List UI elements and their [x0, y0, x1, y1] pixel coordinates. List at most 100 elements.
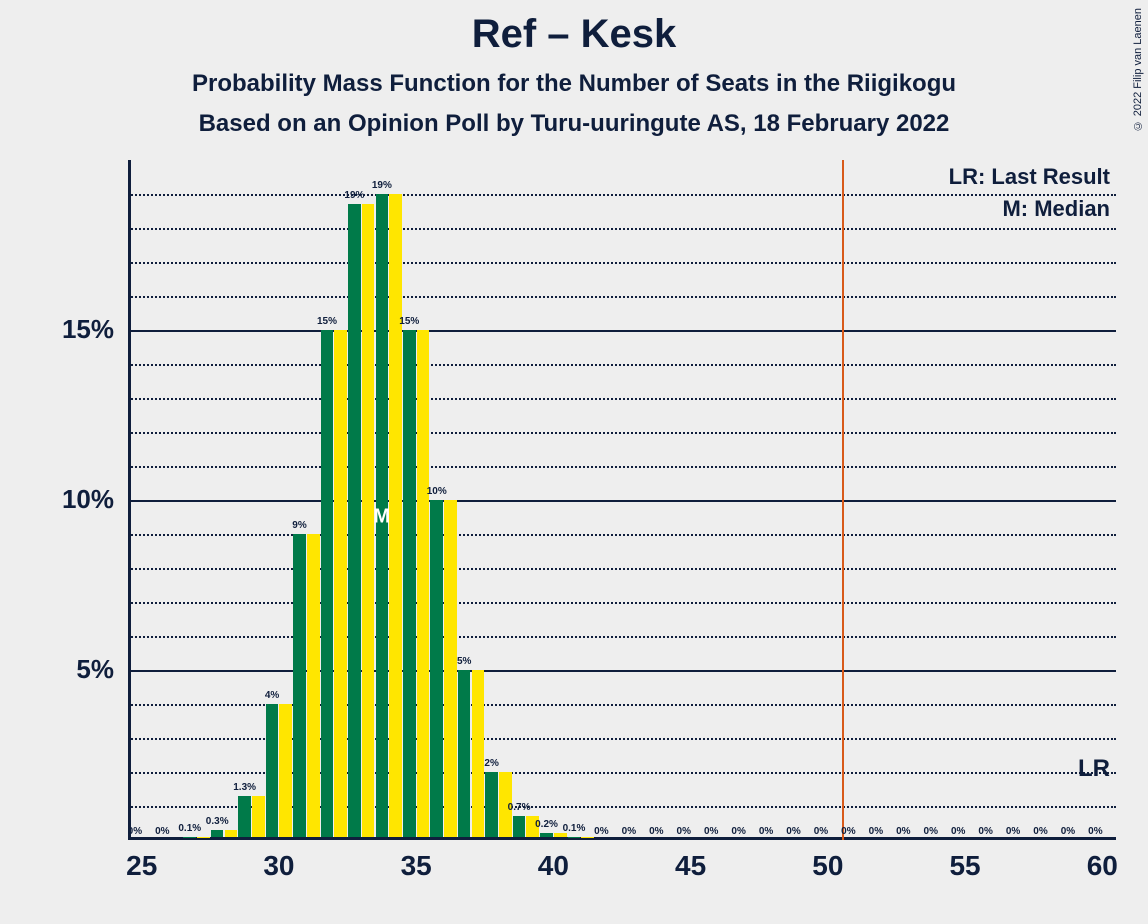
x-tick-label: 55: [949, 850, 980, 882]
bar-series-a: [458, 670, 471, 837]
grid-minor: [128, 636, 1116, 638]
bar-series-b: [334, 330, 347, 837]
chart-subtitle-1: Probability Mass Function for the Number…: [0, 70, 1148, 98]
bar-value-label: 10%: [427, 486, 447, 497]
bar-series-b: [307, 534, 320, 837]
bar-value-label: 0%: [951, 826, 965, 837]
bar-value-label: 0%: [869, 826, 883, 837]
bar-series-a: [266, 704, 279, 837]
grid-minor: [128, 466, 1116, 468]
grid-minor: [128, 296, 1116, 298]
bar-series-b: [389, 194, 402, 837]
bar-series-a: [321, 330, 334, 837]
bar-value-label: 15%: [399, 316, 419, 327]
bar-series-b: [444, 500, 457, 837]
bar-value-label: 0.2%: [535, 819, 558, 830]
bar-value-label: 4%: [265, 690, 279, 701]
grid-minor: [128, 432, 1116, 434]
grid-minor: [128, 194, 1116, 196]
bar-series-b: [362, 204, 375, 837]
bar-value-label: 19%: [372, 180, 392, 191]
grid-major: [128, 330, 1116, 332]
bar-series-a: [430, 500, 443, 837]
bar-value-label: 0%: [649, 826, 663, 837]
bar-series-a: [348, 204, 361, 837]
bar-value-label: 0%: [978, 826, 992, 837]
bar-value-label: 0.7%: [508, 802, 531, 813]
y-tick-label: 10%: [0, 484, 114, 515]
grid-minor: [128, 364, 1116, 366]
bar-series-b: [417, 330, 430, 837]
bar-series-b: [252, 796, 265, 837]
x-tick-label: 50: [812, 850, 843, 882]
bar-value-label: 0%: [896, 826, 910, 837]
bar-value-label: 9%: [292, 520, 306, 531]
overlay-layer: LR: Last Result M: Median LR M: [128, 160, 1116, 840]
bar-series-a: [485, 772, 498, 837]
x-tick-label: 25: [126, 850, 157, 882]
bar-series-a: [403, 330, 416, 837]
bar-value-label: 0%: [841, 826, 855, 837]
bar-value-label: 0%: [814, 826, 828, 837]
legend-lr: LR: Last Result: [949, 164, 1110, 190]
bar-value-label: 0.3%: [206, 816, 229, 827]
bar-value-label: 0%: [128, 826, 142, 837]
plot-area: 5%10%15%2530354045505560 LR: Last Result…: [128, 160, 1116, 840]
bar-value-label: 0%: [704, 826, 718, 837]
page-root: © 2022 Filip van Laenen Ref – Kesk Proba…: [0, 0, 1148, 924]
grid-minor: [128, 704, 1116, 706]
grid-minor: [128, 772, 1116, 774]
bar-series-b: [554, 833, 567, 837]
bar-series-a: [376, 194, 389, 837]
bar-series-a: [211, 830, 224, 837]
bar-value-label: 0.1%: [563, 823, 586, 834]
grid-minor: [128, 534, 1116, 536]
bar-value-label: 15%: [317, 316, 337, 327]
grid-minor: [128, 398, 1116, 400]
bar-value-label: 0%: [1088, 826, 1102, 837]
lr-label: LR: [1078, 755, 1110, 783]
axis-layer: 5%10%15%2530354045505560: [128, 160, 1116, 840]
bar-value-label: 0%: [622, 826, 636, 837]
bar-series-a: [293, 534, 306, 837]
x-axis: [128, 837, 1116, 840]
legend-m: M: Median: [1002, 196, 1110, 222]
bar-value-label: 0%: [594, 826, 608, 837]
grid-major: [128, 500, 1116, 502]
bar-value-label: 0.1%: [178, 823, 201, 834]
bar-value-label: 19%: [344, 190, 364, 201]
y-axis: [128, 160, 131, 840]
bar-value-label: 0%: [677, 826, 691, 837]
bar-value-label: 1.3%: [233, 782, 256, 793]
x-tick-label: 35: [401, 850, 432, 882]
grid-minor: [128, 262, 1116, 264]
chart-subtitle-2: Based on an Opinion Poll by Turu-uuringu…: [0, 110, 1148, 138]
y-tick-label: 5%: [0, 654, 114, 685]
bar-value-label: 0%: [1061, 826, 1075, 837]
grid-minor: [128, 738, 1116, 740]
last-result-line: [842, 160, 844, 840]
bar-series-a: [238, 796, 251, 837]
bar-value-label: 0%: [731, 826, 745, 837]
grid-minor: [128, 568, 1116, 570]
x-tick-label: 30: [263, 850, 294, 882]
y-tick-label: 15%: [0, 314, 114, 345]
grid-major: [128, 670, 1116, 672]
x-tick-label: 40: [538, 850, 569, 882]
bar-series-b: [279, 704, 292, 837]
bar-series-b: [472, 670, 485, 837]
bar-series-a: [540, 833, 553, 837]
bar-series-b: [499, 772, 512, 837]
chart-title: Ref – Kesk: [0, 12, 1148, 57]
bar-value-label: 0%: [1033, 826, 1047, 837]
grid-minor: [128, 806, 1116, 808]
bar-series-b: [225, 830, 238, 837]
bar-series-b: [526, 816, 539, 837]
median-marker: M: [374, 506, 391, 529]
bar-value-label: 0%: [155, 826, 169, 837]
bar-value-label: 2%: [484, 758, 498, 769]
bar-value-label: 5%: [457, 656, 471, 667]
x-tick-label: 60: [1087, 850, 1118, 882]
grid-minor: [128, 228, 1116, 230]
labels-layer: 0% 0% 0.1% 0.3% 1.3% 4% 9% 15% 19% 19% 15% 10% 5% 2% 0…: [128, 160, 1116, 840]
